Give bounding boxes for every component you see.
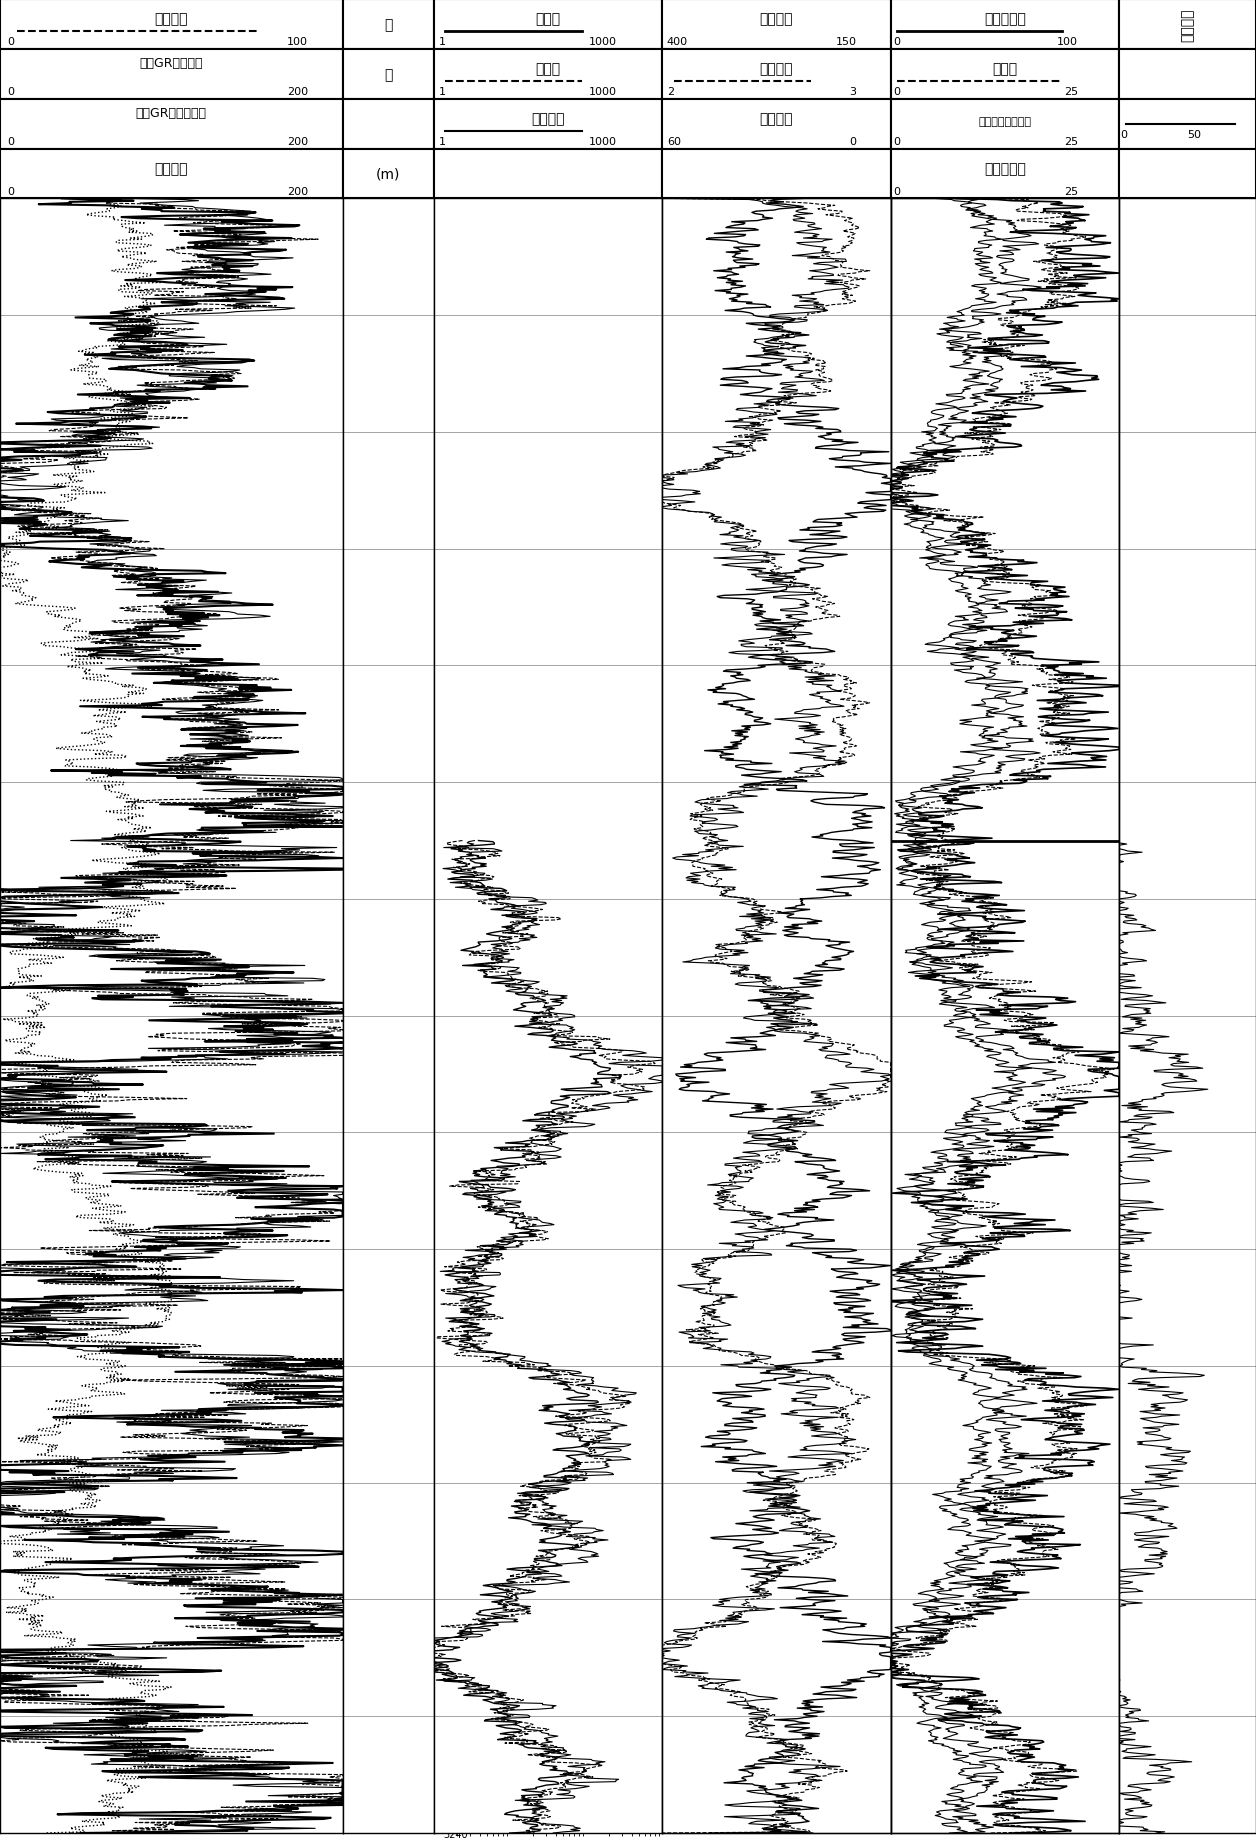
Text: 100: 100: [288, 37, 308, 48]
Text: 深侧向: 深侧向: [535, 13, 560, 26]
Text: 孔隙度: 孔隙度: [992, 63, 1017, 75]
Text: 0: 0: [6, 37, 14, 48]
Text: 50: 50: [1187, 129, 1201, 140]
Text: 0: 0: [1120, 129, 1128, 140]
Text: 150: 150: [835, 37, 857, 48]
Text: 200: 200: [288, 86, 308, 97]
Text: 1: 1: [438, 86, 446, 97]
Text: 声波时差: 声波时差: [760, 13, 794, 26]
Text: 0: 0: [6, 188, 14, 197]
Text: 0: 0: [6, 136, 14, 147]
Text: 25: 25: [1064, 136, 1078, 147]
Text: 25: 25: [1064, 86, 1078, 97]
Text: 度: 度: [384, 68, 392, 81]
Text: 随钻GR（校深后）: 随钻GR（校深后）: [136, 107, 207, 120]
Text: 浅侧向: 浅侧向: [535, 63, 560, 75]
Text: 自然伽玛: 自然伽玛: [154, 162, 188, 177]
Text: 100: 100: [1056, 37, 1078, 48]
Text: 60: 60: [667, 136, 681, 147]
Text: 0: 0: [893, 136, 899, 147]
Text: 1000: 1000: [589, 136, 617, 147]
Text: 200: 200: [288, 136, 308, 147]
Text: 0: 0: [893, 37, 899, 48]
Text: 含水孔隙度: 含水孔隙度: [983, 162, 1026, 177]
Text: 3: 3: [849, 86, 857, 97]
Text: 气测全烃: 气测全烃: [1181, 7, 1194, 42]
Text: 含气饱和度: 含气饱和度: [983, 13, 1026, 26]
Text: 1000: 1000: [589, 37, 617, 48]
Text: 0: 0: [893, 188, 899, 197]
Text: 1: 1: [438, 136, 446, 147]
Text: 随钻GR（原始）: 随钻GR（原始）: [139, 57, 203, 70]
Text: 0: 0: [6, 86, 14, 97]
Text: 2: 2: [667, 86, 674, 97]
Text: 微球聚焦: 微球聚焦: [531, 112, 565, 127]
Text: 25: 25: [1064, 188, 1078, 197]
Text: 1000: 1000: [589, 86, 617, 97]
Text: 补偿密度: 补偿密度: [760, 63, 794, 75]
Text: 深: 深: [384, 18, 392, 31]
Text: 补偿中子: 补偿中子: [760, 112, 794, 127]
Text: 冲洗带含水孔隙度: 冲洗带含水孔隙度: [978, 118, 1031, 127]
Text: 0: 0: [849, 136, 857, 147]
Text: 1: 1: [438, 37, 446, 48]
Text: 0: 0: [893, 86, 899, 97]
Text: 自然电位: 自然电位: [154, 13, 188, 26]
Text: 200: 200: [288, 188, 308, 197]
Text: 400: 400: [667, 37, 688, 48]
Text: (m): (m): [376, 167, 401, 182]
